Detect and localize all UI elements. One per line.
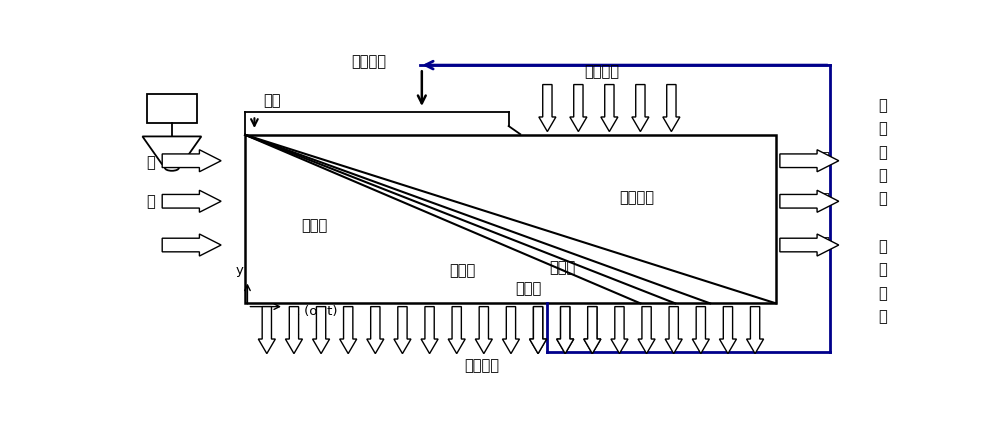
Text: 风: 风	[879, 192, 887, 206]
Text: 燃烧带: 燃烧带	[550, 260, 576, 275]
Polygon shape	[475, 306, 492, 354]
Text: 来: 来	[879, 122, 887, 136]
Polygon shape	[780, 234, 839, 256]
Polygon shape	[570, 85, 587, 131]
Polygon shape	[448, 306, 465, 354]
Text: 循: 循	[879, 239, 887, 254]
Polygon shape	[584, 306, 601, 354]
Polygon shape	[162, 150, 221, 172]
Text: 烟: 烟	[879, 286, 887, 301]
Polygon shape	[162, 234, 221, 256]
Text: 点火: 点火	[264, 93, 281, 108]
Text: 预热带: 预热带	[515, 281, 541, 296]
Polygon shape	[780, 190, 839, 212]
Polygon shape	[601, 85, 618, 131]
Polygon shape	[719, 306, 736, 354]
Text: 料: 料	[146, 194, 155, 209]
Polygon shape	[502, 306, 519, 354]
Polygon shape	[584, 306, 601, 354]
Polygon shape	[611, 306, 628, 354]
Text: x (or t): x (or t)	[292, 305, 337, 318]
Text: 环: 环	[879, 262, 887, 277]
Polygon shape	[285, 306, 302, 354]
Polygon shape	[638, 306, 655, 354]
Text: 烧结矿带: 烧结矿带	[619, 191, 654, 205]
Polygon shape	[747, 306, 764, 354]
Polygon shape	[162, 190, 221, 212]
Text: y: y	[236, 264, 244, 277]
Bar	[147, 94, 197, 123]
Polygon shape	[665, 306, 682, 354]
Polygon shape	[780, 150, 839, 172]
Text: 源: 源	[879, 145, 887, 160]
Bar	[245, 135, 776, 304]
Polygon shape	[394, 306, 411, 354]
Polygon shape	[367, 306, 384, 354]
Polygon shape	[632, 85, 649, 131]
Polygon shape	[530, 306, 547, 354]
Polygon shape	[557, 306, 574, 354]
Text: 烧结烟气: 烧结烟气	[464, 358, 499, 373]
Text: 常温空气: 常温空气	[584, 64, 619, 79]
Polygon shape	[421, 306, 438, 354]
Text: 烧: 烧	[820, 152, 829, 167]
Text: 结: 结	[820, 192, 829, 207]
Polygon shape	[557, 306, 574, 354]
Text: 饼: 饼	[820, 236, 829, 251]
Polygon shape	[313, 306, 330, 354]
Text: 混: 混	[146, 155, 155, 170]
Polygon shape	[663, 85, 680, 131]
Polygon shape	[340, 306, 357, 354]
Text: 气: 气	[879, 309, 887, 324]
Polygon shape	[258, 306, 275, 354]
Text: 外: 外	[879, 98, 887, 113]
Polygon shape	[142, 136, 201, 164]
Text: 干燥带: 干燥带	[449, 264, 475, 278]
Circle shape	[165, 165, 179, 171]
Text: 热: 热	[879, 168, 887, 183]
Polygon shape	[539, 85, 556, 131]
Text: 常温空气: 常温空气	[352, 54, 387, 69]
Polygon shape	[530, 306, 547, 354]
Text: 过湿带: 过湿带	[302, 218, 328, 233]
Polygon shape	[692, 306, 709, 354]
